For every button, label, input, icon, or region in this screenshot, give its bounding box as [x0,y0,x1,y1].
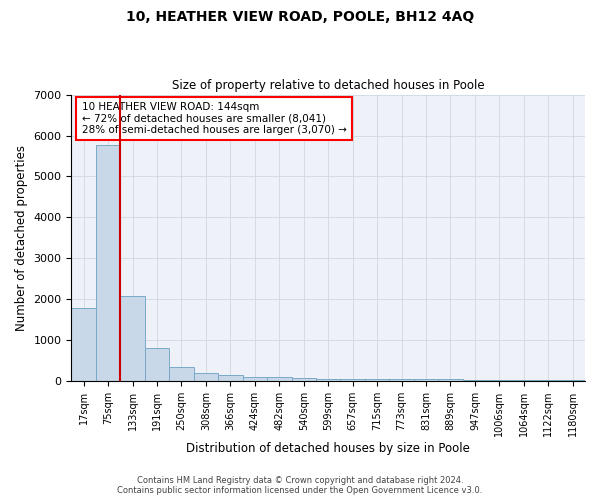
Bar [389,379,414,381]
Bar [487,380,512,381]
Bar [145,348,169,381]
Bar [512,380,536,381]
Bar [340,379,365,381]
Bar [121,296,145,381]
Bar [169,368,194,381]
Bar [438,380,463,381]
Bar [316,379,340,381]
X-axis label: Distribution of detached houses by size in Poole: Distribution of detached houses by size … [186,442,470,455]
Y-axis label: Number of detached properties: Number of detached properties [15,145,28,331]
Text: 10 HEATHER VIEW ROAD: 144sqm
← 72% of detached houses are smaller (8,041)
28% of: 10 HEATHER VIEW ROAD: 144sqm ← 72% of de… [82,102,347,135]
Text: 10, HEATHER VIEW ROAD, POOLE, BH12 4AQ: 10, HEATHER VIEW ROAD, POOLE, BH12 4AQ [126,10,474,24]
Bar [365,379,389,381]
Bar [292,378,316,381]
Bar [463,380,487,381]
Bar [536,380,560,381]
Bar [96,144,121,381]
Bar [218,375,242,381]
Bar [414,380,438,381]
Bar [560,380,585,381]
Bar [242,376,267,381]
Bar [194,373,218,381]
Bar [267,378,292,381]
Text: Contains HM Land Registry data © Crown copyright and database right 2024.
Contai: Contains HM Land Registry data © Crown c… [118,476,482,495]
Title: Size of property relative to detached houses in Poole: Size of property relative to detached ho… [172,79,485,92]
Bar [71,308,96,381]
